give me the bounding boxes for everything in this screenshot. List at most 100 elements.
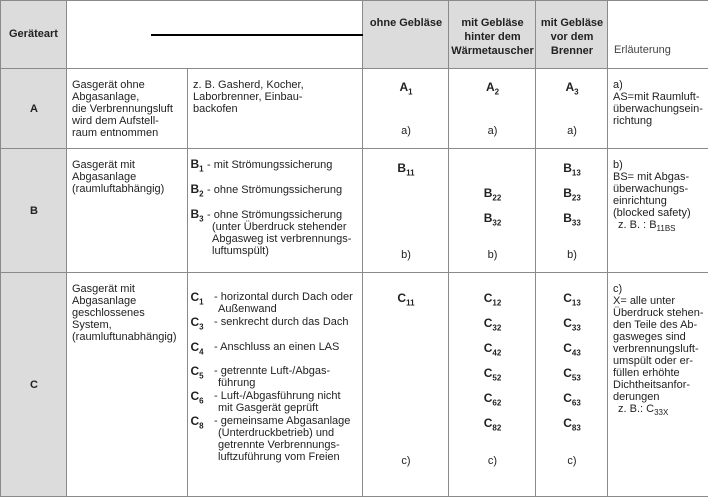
code-letter: B [563, 211, 572, 225]
row-description: (raumluftabhängig) [72, 183, 165, 195]
code-c42: C42 [449, 341, 536, 357]
code-subscript: 42 [492, 348, 502, 358]
code-subscript: 1 [408, 87, 413, 97]
code-c33: C33 [536, 316, 608, 332]
code-letter: B [563, 161, 572, 175]
header-ohne-cell [363, 0, 449, 69]
subtype-text: getrennte Verbrennungs- [218, 439, 340, 451]
code-c62: C62 [449, 391, 536, 407]
note-example: z. B.: C33X [618, 403, 668, 419]
row-description: Gasgerät ohne [72, 79, 145, 91]
row-b-cell [67, 149, 188, 273]
row-note: umspült oder er- [613, 355, 694, 367]
footnote-ref: c) [401, 455, 411, 467]
row-note: überwachungs- [613, 183, 689, 195]
subtype-code: B1 [190, 157, 204, 173]
row-c-cell [608, 273, 708, 497]
row-b-cell [0, 149, 67, 273]
code-letter: C [646, 403, 655, 415]
note-example-prefix: z. B. : [618, 219, 650, 231]
header-arrow-cell [67, 0, 401, 69]
header-hinter-3: Wärmetauscher [451, 45, 534, 57]
row-a-cell [536, 69, 608, 149]
code-a2: A2 [449, 80, 536, 96]
footnote-ref: b) [567, 249, 577, 261]
row-note: einrichtung [613, 195, 667, 207]
code-letter: B [563, 186, 572, 200]
code-letter: C [190, 414, 200, 428]
code-letter: B [190, 207, 200, 221]
row-note: verbrennungsluft- [613, 343, 699, 355]
code-b33: B33 [536, 211, 608, 227]
row-b-cell [188, 149, 363, 273]
code-subscript: 1 [199, 297, 204, 307]
row-note: X= alle unter [613, 295, 676, 307]
code-letter: B [483, 186, 493, 200]
subtype-code: B2 [190, 182, 204, 198]
subtype-text: - senkrecht durch das Dach [214, 316, 349, 328]
code-c32: C32 [449, 316, 536, 332]
row-description: die Verbrennungsluft [72, 103, 173, 115]
header-type-cell [0, 0, 67, 69]
code-letter: C [483, 316, 493, 330]
code-subscript: 12 [492, 298, 502, 308]
row-description: wird dem Aufstell- [72, 115, 159, 127]
row-description: Abgasanlage [72, 295, 137, 307]
code-letter: C [483, 291, 493, 305]
subtype-code: C8 [190, 414, 204, 430]
row-b-cell [608, 149, 708, 273]
code-c13: C13 [536, 291, 608, 307]
subtype-text: mit Gasgerät geprüft [218, 402, 319, 414]
code-subscript: 13 [571, 168, 581, 178]
code-subscript: 8 [199, 421, 204, 431]
code-letter: C [563, 316, 572, 330]
code-subscript: 33 [571, 323, 581, 333]
code-subscript: 6 [199, 396, 204, 406]
row-note: BS= mit Abgas- [613, 171, 690, 183]
code-subscript: 62 [492, 398, 502, 408]
row-note: den Teile des Ab- [613, 319, 698, 331]
code-subscript: 3 [199, 322, 204, 332]
code-subscript: 3 [574, 87, 579, 97]
subtype-text: (Unterdruckbetrieb) und [218, 427, 335, 439]
header-hinter-2: hinter dem [464, 31, 521, 43]
code-letter: C [190, 315, 200, 329]
code-b23: B23 [536, 186, 608, 202]
row-note: (blocked safety) [613, 207, 691, 219]
subtype-text: luftumspült) [212, 245, 269, 257]
row-b-cell [449, 149, 536, 273]
code-letter: C [563, 291, 572, 305]
subtype-text: Abgasweg ist verbrennungs- [212, 233, 352, 245]
arrow-icon [151, 30, 401, 40]
row-a-cell [0, 69, 67, 149]
row-a-cell [608, 69, 708, 149]
row-c-cell [536, 273, 608, 497]
code-subscript: 4 [199, 347, 204, 357]
row-a-example: backofen [193, 103, 238, 115]
footnote-ref: a) [401, 125, 411, 137]
code-subscript: 43 [571, 348, 581, 358]
row-description: Gasgerät mit [72, 283, 135, 295]
code-subscript: 2 [494, 87, 500, 97]
row-description: Abgasanlage [72, 171, 137, 183]
code-letter: A [399, 80, 409, 94]
code-letter: B [397, 161, 407, 175]
code-subscript: 52 [492, 373, 502, 383]
row-description: raum entnommen [72, 127, 159, 139]
code-letter: B [649, 219, 657, 231]
code-a3: A3 [536, 80, 608, 96]
footnote-ref: c) [487, 455, 498, 467]
row-note: derungen [613, 391, 660, 403]
subtype-text: - Luft-/Abgasführung nicht [214, 390, 341, 402]
row-note: füllen erhöhte [613, 367, 680, 379]
row-description: Gasgerät mit [72, 159, 135, 171]
header-type: Geräteart [9, 28, 58, 40]
row-c-cell [67, 273, 188, 497]
code-letter: C [563, 366, 572, 380]
code-letter: C [563, 391, 572, 405]
code-c52: C52 [449, 366, 536, 382]
code-c12: C12 [449, 291, 536, 307]
code-a1: A1 [363, 80, 449, 96]
footnote-ref: b) [487, 249, 498, 261]
